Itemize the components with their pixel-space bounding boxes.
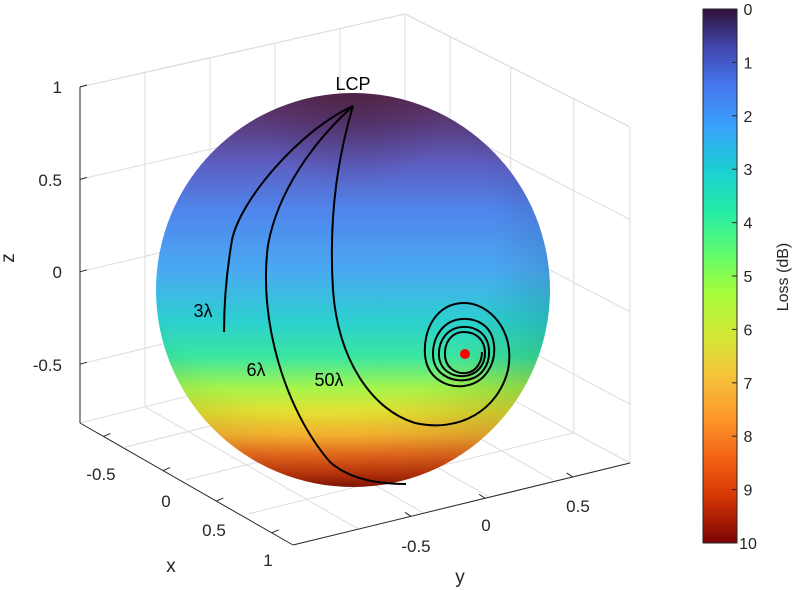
annotation-lcp: LCP bbox=[335, 74, 370, 94]
z-axis-label: z bbox=[0, 253, 19, 263]
grid-line bbox=[79, 13, 406, 88]
colorbar-tick-label: 7 bbox=[744, 376, 753, 393]
sphere-surface bbox=[156, 93, 550, 487]
x-tick-label: 1 bbox=[263, 551, 272, 570]
target-marker bbox=[460, 349, 470, 359]
x-tick bbox=[103, 432, 111, 437]
x-axis-label: x bbox=[166, 556, 176, 577]
colorbar-tick-label: 3 bbox=[744, 162, 753, 179]
x-tick-label: 0.5 bbox=[202, 521, 226, 540]
x-tick-label: 0 bbox=[161, 492, 170, 511]
z-tick-label: -0.5 bbox=[33, 356, 62, 375]
x-tick-label: -0.5 bbox=[86, 465, 115, 484]
z-tick-label: 1 bbox=[53, 78, 62, 97]
trajectories bbox=[223, 105, 511, 485]
grid-line bbox=[404, 13, 631, 128]
series-3lambda-curve bbox=[223, 105, 354, 333]
colorbar-ticks: 0 1 2 3 4 5 6 7 8 9 10 bbox=[732, 2, 757, 553]
annotation-50lambda: 50λ bbox=[314, 370, 343, 390]
grid-line bbox=[144, 406, 359, 530]
y-tick-label: 0 bbox=[481, 516, 490, 535]
colorbar: 0 1 2 3 4 5 6 7 8 9 10 Loss (dB) bbox=[702, 2, 792, 553]
z-tick bbox=[79, 361, 88, 365]
z-tick-label: 0 bbox=[53, 263, 62, 282]
colorbar-tick-label: 10 bbox=[739, 536, 757, 553]
x-tick bbox=[271, 529, 279, 534]
colorbar-tick-label: 4 bbox=[744, 216, 753, 233]
y-tick-label: -0.5 bbox=[401, 537, 430, 556]
colorbar-tick-label: 8 bbox=[744, 429, 753, 446]
x-axis: -0.5 0 0.5 1 x bbox=[86, 465, 272, 577]
x-tick bbox=[216, 497, 224, 502]
y-tick-label: 0.5 bbox=[566, 497, 590, 516]
y-tick bbox=[404, 511, 412, 517]
annotation-6lambda: 6λ bbox=[246, 360, 265, 380]
z-tick bbox=[79, 176, 88, 180]
series-6lambda-curve bbox=[264, 105, 407, 485]
annotation-3lambda: 3λ bbox=[193, 301, 212, 321]
colorbar-label: Loss (dB) bbox=[775, 243, 792, 311]
colorbar-tick-label: 9 bbox=[744, 483, 753, 500]
axis-box bbox=[79, 84, 631, 546]
z-tick bbox=[79, 84, 88, 88]
colorbar-tick-label: 1 bbox=[744, 55, 753, 72]
colorbar-ramp bbox=[702, 8, 738, 544]
x-tick bbox=[162, 467, 171, 472]
y-axis-label: y bbox=[455, 567, 465, 588]
colorbar-tick-label: 2 bbox=[744, 109, 753, 126]
z-axis: 1 0.5 0 -0.5 z bbox=[0, 78, 62, 375]
y-axis-line bbox=[292, 462, 631, 546]
y-tick bbox=[566, 472, 573, 478]
colorbar-tick-label: 6 bbox=[744, 322, 753, 339]
y-tick bbox=[478, 493, 486, 499]
x-axis-line bbox=[79, 422, 294, 546]
z-tick bbox=[79, 269, 88, 273]
series-50lambda-curve bbox=[330, 105, 511, 427]
colorbar-tick-label: 5 bbox=[744, 269, 753, 286]
y-axis: -0.5 0 0.5 y bbox=[401, 497, 589, 588]
colorbar-tick-label: 0 bbox=[744, 2, 753, 19]
z-tick-label: 0.5 bbox=[38, 171, 62, 190]
